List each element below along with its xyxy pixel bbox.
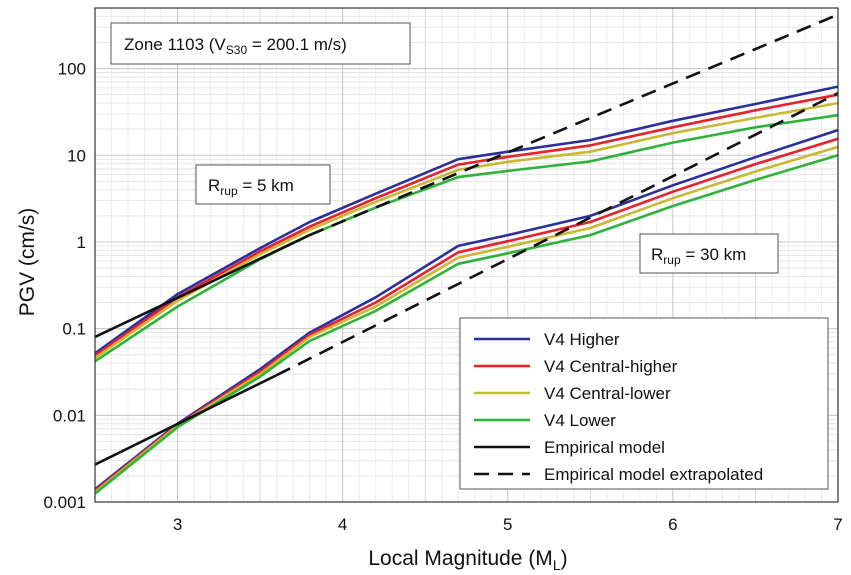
legend-label: V4 Lower [544, 411, 616, 430]
rrup-5km-text: Rrup = 5 km [208, 176, 294, 198]
series-line-v4-higher [95, 85, 838, 355]
series-line-empirical-model [95, 374, 278, 466]
y-axis-title: PGV (cm/s) [16, 208, 39, 317]
rrup-30km-text: Rrup = 30 km [651, 245, 746, 267]
series-line-v4-central-higher [95, 93, 838, 357]
legend-label: Empirical model extrapolated [544, 465, 763, 484]
zone-annotation-box [110, 22, 411, 65]
x-tick-label: 3 [173, 515, 182, 534]
series-line-v4-central-higher [95, 137, 838, 492]
series-line-v4-central-lower [95, 145, 838, 494]
x-tick-label: 6 [668, 515, 677, 534]
legend-box [459, 317, 829, 490]
y-tick-label: 1 [77, 233, 86, 252]
series-line-empirical-model [95, 233, 311, 339]
series-line-v4-lower [95, 154, 838, 495]
rrup-5km-box [195, 164, 331, 205]
x-tick-label: 7 [833, 515, 842, 534]
y-tick-label: 0.001 [43, 493, 86, 512]
legend-label: V4 Central-higher [544, 357, 678, 376]
data-curves [95, 13, 838, 495]
x-tick-labels: 3 4 5 6 7 [173, 515, 843, 534]
rrup-5km-annotation: Rrup = 5 km [195, 164, 331, 205]
y-tick-label: 100 [58, 60, 86, 79]
legend-label: V4 Higher [544, 330, 620, 349]
x-tick-label: 4 [338, 515, 347, 534]
y-tick-label: 0.01 [53, 406, 86, 425]
x-tick-label: 5 [503, 515, 512, 534]
zone-annotation: Zone 1103 (VS30 = 200.1 m/s) [110, 22, 411, 65]
x-axis-title: Local Magnitude (ML) [368, 547, 567, 573]
rrup-30km-box [639, 233, 779, 274]
series-line-v4-lower [95, 113, 838, 363]
series-line-empirical-model-extrapolated [276, 92, 838, 377]
y-tick-label: 10 [67, 146, 86, 165]
plot-frame [94, 7, 839, 503]
series-line-v4-central-lower [95, 101, 838, 359]
legend-label: Empirical model [544, 438, 665, 457]
legend-label: V4 Central-lower [544, 384, 671, 403]
y-tick-labels: 0.001 0.01 0.1 1 10 100 [43, 60, 86, 512]
rrup-30km-annotation: Rrup = 30 km [639, 233, 779, 274]
y-tick-label: 0.1 [62, 320, 86, 339]
series-line-v4-higher [95, 128, 838, 491]
legend: V4 Higher V4 Central-higher V4 Central-low… [459, 317, 829, 490]
zone-annotation-text: Zone 1103 (VS30 = 200.1 m/s) [124, 35, 347, 57]
